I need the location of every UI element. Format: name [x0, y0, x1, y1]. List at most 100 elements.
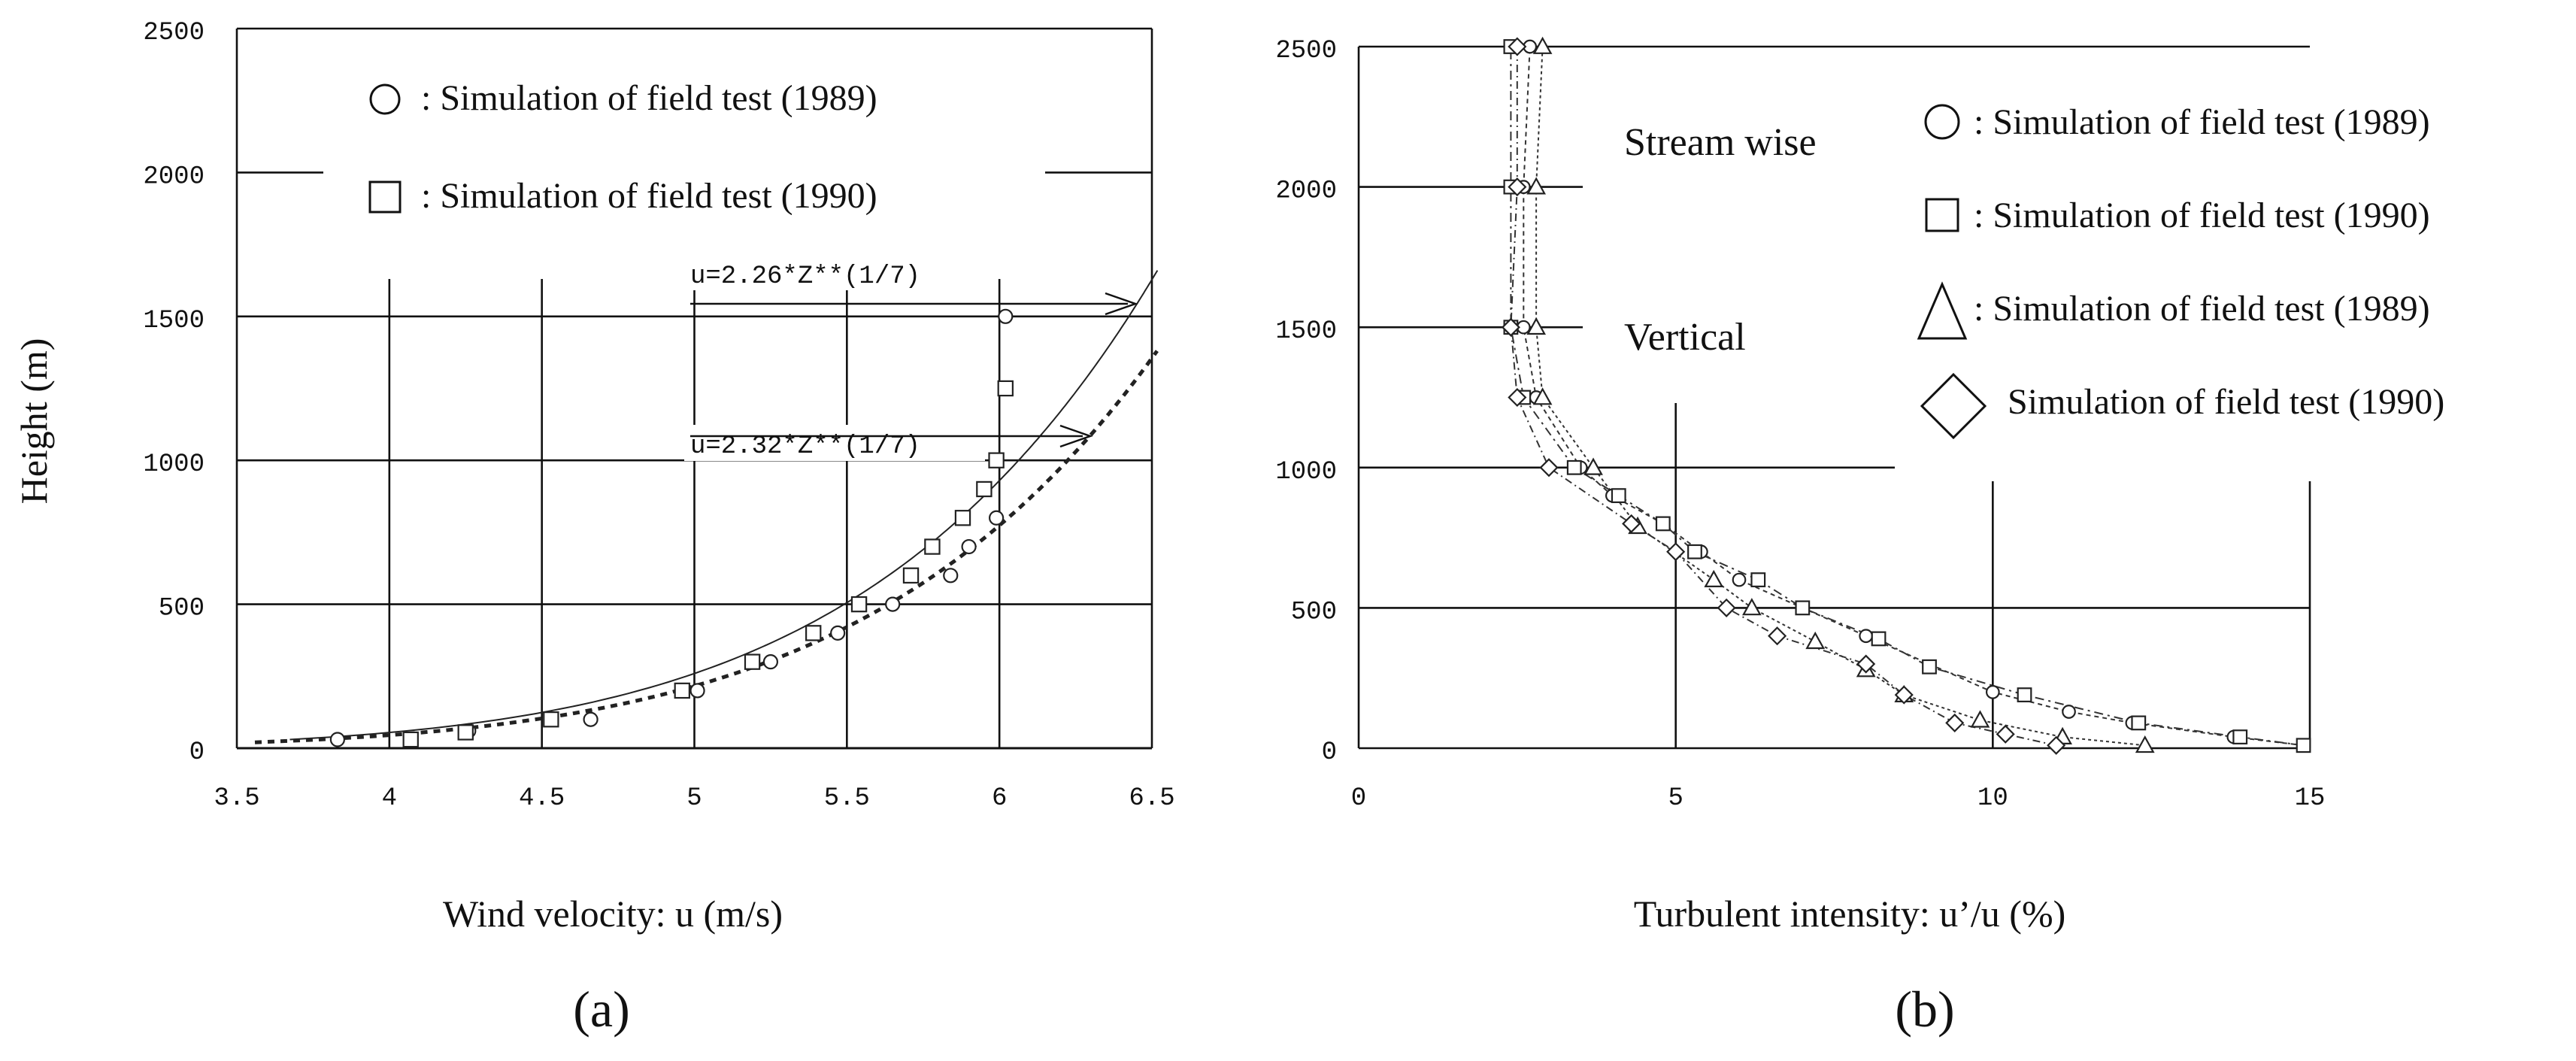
panel-a-point-square: [976, 480, 993, 498]
panel-a-y-tick-label: 1000: [143, 450, 205, 479]
annotation-vertical: Vertical: [1624, 316, 1746, 359]
panel-a-data-points: [329, 308, 1014, 748]
panel-b-point-square: [1750, 572, 1766, 587]
panel-a-y-tick-label: 2500: [143, 19, 205, 47]
panel-a-point-circle: [998, 308, 1014, 324]
panel-a-point-circle: [583, 711, 599, 727]
panel-a-x-tick-label: 6: [992, 784, 1007, 813]
panel-b-point-circle: [1732, 572, 1747, 587]
panel-b-point-square: [1687, 544, 1702, 559]
panel-b-point-square: [2296, 738, 2311, 753]
panel-b-point-square: [1871, 631, 1887, 647]
panel-a-point-square: [674, 682, 690, 699]
panel-b-x-tick-label: 10: [1977, 784, 2008, 813]
fit-arrowhead-1: [1105, 292, 1138, 316]
stream-wise-bg: [1602, 113, 1917, 173]
panel-b-point-diamond: [1539, 458, 1559, 477]
panel-b-legend-item-3: : Simulation of field test (1989): [1974, 289, 2430, 329]
panel-b-point-circle: [1985, 685, 2000, 699]
panel-b-point-triangle: [1532, 36, 1553, 54]
panel-a-point-circle: [989, 510, 1005, 526]
panel-b-point-diamond: [1666, 542, 1686, 562]
panel-b-point-square: [2017, 687, 2032, 702]
panel-b-y-tick-label: 2000: [1275, 177, 1337, 206]
panel-b-label: (b): [1895, 981, 1954, 1038]
panel-a-y-ticks: 0 500 1000 1500 2000 2500: [143, 19, 205, 767]
panel-a-x-ticks: 3.5 4 4.5 5 5.5 6 6.5: [214, 784, 1174, 813]
panel-b-point-diamond: [1996, 724, 2015, 744]
panel-b-point-square: [2131, 715, 2147, 731]
panel-b-point-diamond: [1894, 685, 1914, 705]
panel-b-x-tick-label: 15: [2295, 784, 2326, 813]
panel-b-series-line-square: [1510, 47, 2304, 747]
fit-label-1: u=2.26*Z**(1/7): [690, 262, 920, 291]
panel-a-legend-item-1: : Simulation of field test (1989): [421, 78, 877, 118]
panel-a-point-square: [744, 653, 761, 670]
panel-b-x-tick-label: 0: [1351, 784, 1366, 813]
panel-b-point-square: [2232, 729, 2248, 744]
panel-a-point-square: [902, 567, 920, 584]
panel-a-legend: : Simulation of field test (1989) : Simu…: [323, 41, 1045, 216]
panel-b-point-diamond: [1508, 37, 1527, 56]
legend-diamond-marker: [1920, 372, 1987, 440]
panel-a-point-circle: [943, 568, 959, 584]
panel-a-point-square: [997, 380, 1014, 397]
fit-label-bg-1: [684, 254, 985, 290]
panel-b-point-square: [1655, 516, 1671, 532]
panel-a-x-tick-label: 4.5: [519, 784, 565, 813]
panel-a-point-circle: [689, 683, 705, 699]
panel-b-legend-bg: [1895, 75, 2576, 481]
panel-a-point-square: [805, 625, 822, 641]
panel-b-point-triangle: [1526, 317, 1547, 335]
panel-b-point-square: [1566, 459, 1582, 475]
panel-b-point-triangle: [1741, 598, 1762, 616]
panel-a-x-axis-label: Wind velocity: u (m/s): [443, 893, 783, 935]
panel-b-point-square: [1795, 600, 1811, 616]
panel-b-point-diamond: [1622, 514, 1641, 533]
panel-b-point-triangle: [1805, 631, 1826, 650]
panel-b-point-triangle: [2135, 735, 2155, 753]
legend-circle-marker: [1924, 104, 1960, 140]
panel-b-point-diamond: [1768, 626, 1787, 646]
panel-b-legend: : Simulation of field test (1989) : Simu…: [1895, 75, 2576, 481]
panel-b-y-ticks: 0 500 1000 1500 2000 2500: [1275, 37, 1337, 767]
panel-b-point-diamond: [1717, 598, 1736, 617]
panel-a-x-tick-label: 5: [686, 784, 702, 813]
panel-b-point-diamond: [1501, 317, 1520, 337]
panel-b-x-axis-label: Turbulent intensity: u’/u (%): [1634, 893, 2066, 935]
vertical-bg: [1602, 305, 1827, 365]
fit-label-bg-2: [684, 425, 985, 461]
panel-b-series-line-diamond: [1510, 47, 2056, 747]
panel-a-y-axis-label: Height (m): [13, 338, 55, 505]
panel-a-point-square: [988, 452, 1005, 468]
legend-square-marker: [368, 180, 402, 214]
legend-triangle-marker: [1917, 281, 1968, 340]
legend-circle-marker: [369, 83, 401, 115]
panel-b-y-tick-label: 0: [1322, 738, 1337, 767]
panel-b-data-points: [1501, 36, 2311, 755]
panel-b-legend-item-1: : Simulation of field test (1989): [1974, 102, 2430, 142]
panel-a-y-tick-label: 1500: [143, 307, 205, 335]
fit-label-2: u=2.32*Z**(1/7): [690, 432, 920, 461]
panel-a-point-circle: [762, 654, 779, 670]
panel-a-y-tick-label: 500: [159, 595, 205, 623]
panel-b-y-tick-label: 2500: [1275, 37, 1337, 65]
panel-b-point-square: [1611, 488, 1626, 504]
panel-a-point-square: [924, 538, 941, 555]
panel-b-y-tick-label: 1000: [1275, 458, 1337, 487]
panel-b-point-diamond: [1856, 654, 1876, 674]
panel-a-point-circle: [885, 596, 901, 612]
panel-b-x-ticks: 0 5 10 15: [1351, 784, 2326, 813]
panel-a-point-circle: [961, 538, 977, 555]
panel-b-legend-item-4: Simulation of field test (1990): [2008, 382, 2444, 422]
panel-a: 3.5 4 4.5 5 5.5 6 6.5 0 500 1000 1500 2000 2500 : S…: [13, 19, 1175, 1038]
panel-a-fit-annotations: u=2.26*Z**(1/7) u=2.32*Z**(1/7): [684, 254, 1138, 461]
panel-b-legend-item-2: : Simulation of field test (1990): [1974, 196, 2430, 235]
panel-b-point-triangle: [1526, 177, 1547, 195]
panel-b-point-diamond: [2047, 735, 2066, 755]
panel-a-point-circle: [329, 732, 345, 747]
legend-square-marker: [1925, 198, 1959, 232]
fit-arrowhead-2: [1059, 424, 1093, 448]
panel-a-fit-curve-1: [289, 270, 1159, 741]
